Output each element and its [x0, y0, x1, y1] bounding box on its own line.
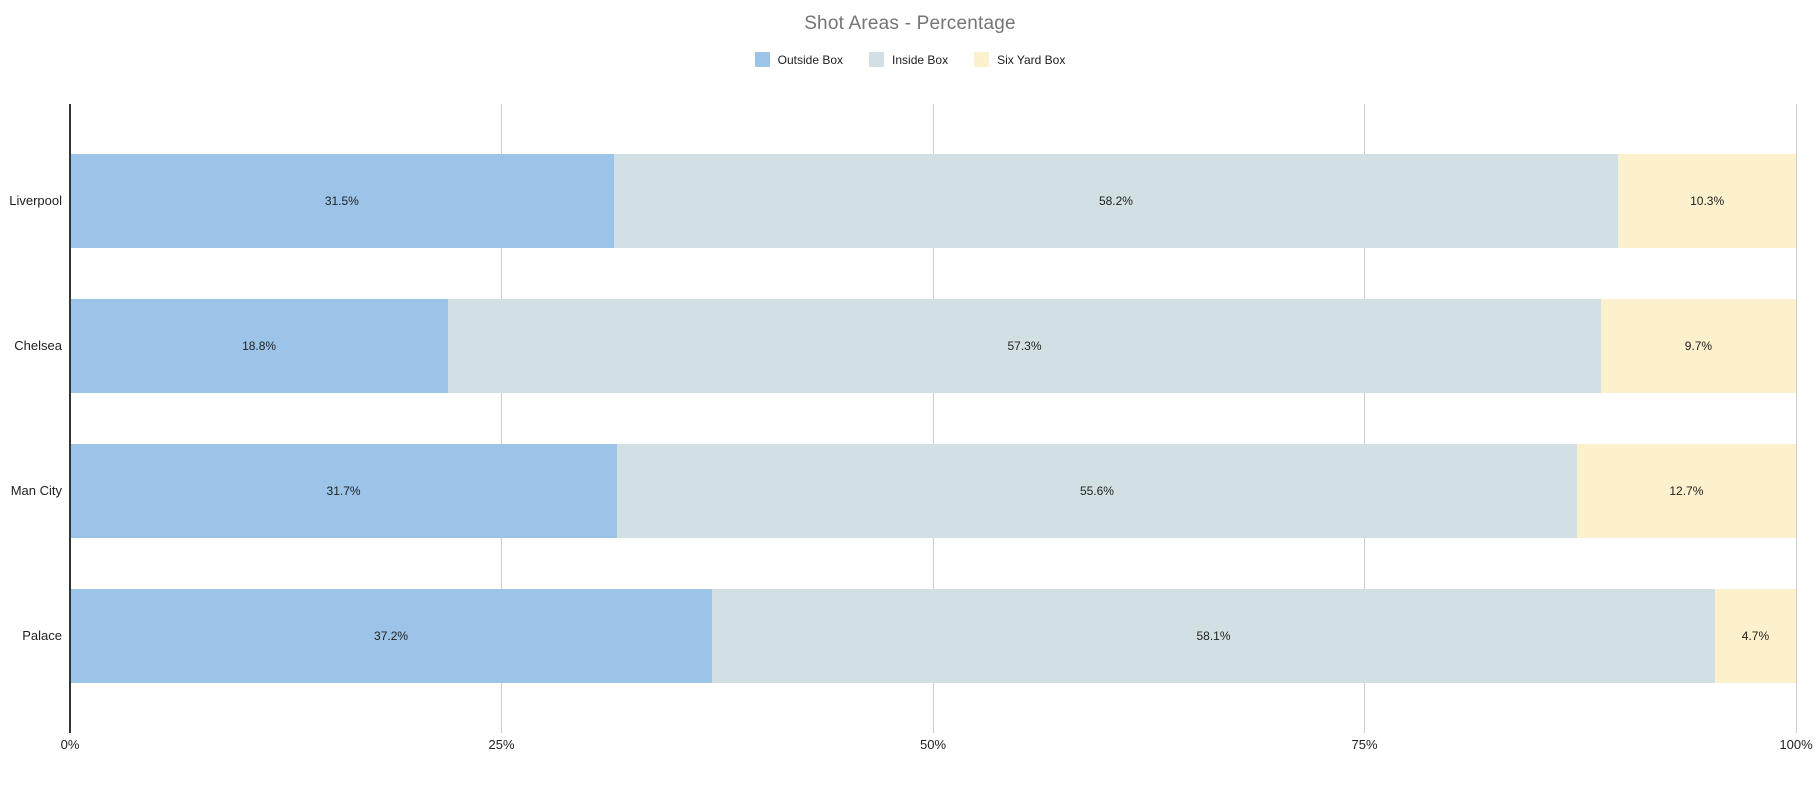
x-tick-label-0: 0%	[60, 737, 80, 752]
category-label-liverpool: Liverpool	[9, 193, 62, 208]
bar-segment-inside-box[interactable]: 57.3%	[448, 299, 1601, 393]
segment-value-label: 4.7%	[1741, 629, 1770, 643]
x-tick-label-100: 100%	[1779, 737, 1813, 752]
category-label-man-city: Man City	[10, 483, 62, 498]
category-label-chelsea: Chelsea	[14, 338, 62, 353]
bar-segment-inside-box[interactable]: 58.1%	[712, 589, 1715, 683]
segment-value-label: 18.8%	[242, 339, 277, 353]
segment-value-label: 37.2%	[374, 629, 409, 643]
bar-segment-inside-box[interactable]: 58.2%	[613, 154, 1619, 248]
bar-segment-six-yard-box[interactable]: 9.7%	[1600, 299, 1796, 393]
bar-segment-outside-box[interactable]: 18.8%	[70, 299, 449, 393]
bar-row-liverpool: 31.5% 58.2% 10.3%	[70, 154, 1796, 248]
segment-value-label: 57.3%	[1007, 339, 1042, 353]
gridline-100	[1795, 104, 1797, 733]
bar-segment-inside-box[interactable]: 55.6%	[617, 444, 1577, 538]
legend-item-six-yard-box[interactable]: Six Yard Box	[974, 52, 1065, 67]
x-tick-label-50: 50%	[919, 737, 947, 752]
gridline-50	[932, 104, 934, 733]
segment-value-label: 31.5%	[324, 194, 359, 208]
segment-value-label: 9.7%	[1684, 339, 1713, 353]
bar-segment-six-yard-box[interactable]: 4.7%	[1714, 589, 1797, 683]
bar-row-palace: 37.2% 58.1% 4.7%	[70, 589, 1797, 683]
bar-segment-outside-box[interactable]: 31.5%	[70, 154, 614, 248]
segment-value-label: 58.2%	[1098, 194, 1133, 208]
plot-area: 31.5% 58.2% 10.3% 18.8% 57.3% 9.7% 31.7% 55.6% 1…	[69, 104, 1797, 733]
bar-segment-outside-box[interactable]: 37.2%	[70, 589, 713, 683]
bar-row-man-city: 31.7% 55.6% 12.7%	[70, 444, 1796, 538]
legend-item-outside-box[interactable]: Outside Box	[754, 52, 844, 67]
legend-label: Six Yard Box	[997, 52, 1066, 67]
segment-value-label: 31.7%	[326, 484, 361, 498]
segment-value-label: 55.6%	[1079, 484, 1114, 498]
x-tick-label-75: 75%	[1351, 737, 1378, 752]
legend-label: Inside Box	[892, 52, 949, 67]
legend-swatch-icon	[754, 52, 770, 67]
chart-title: Shot Areas - Percentage	[804, 13, 1016, 34]
gridline-25	[501, 104, 502, 733]
segment-value-label: 12.7%	[1669, 484, 1704, 498]
legend-item-inside-box[interactable]: Inside Box	[869, 52, 948, 67]
bar-segment-six-yard-box[interactable]: 12.7%	[1576, 444, 1796, 538]
segment-value-label: 10.3%	[1690, 194, 1725, 208]
legend: Outside Box Inside Box Six Yard Box	[0, 52, 1820, 67]
legend-swatch-icon	[869, 52, 885, 67]
bar-segment-six-yard-box[interactable]: 10.3%	[1618, 154, 1796, 248]
x-tick-label-25: 25%	[488, 737, 515, 752]
bar-segment-outside-box[interactable]: 31.7%	[70, 444, 618, 538]
legend-swatch-icon	[974, 52, 990, 67]
y-axis-baseline	[69, 104, 71, 733]
category-label-palace: Palace	[22, 628, 62, 643]
bar-row-chelsea: 18.8% 57.3% 9.7%	[70, 299, 1796, 393]
segment-value-label: 58.1%	[1196, 629, 1231, 643]
legend-label: Outside Box	[777, 52, 844, 67]
gridline-75	[1364, 104, 1365, 733]
